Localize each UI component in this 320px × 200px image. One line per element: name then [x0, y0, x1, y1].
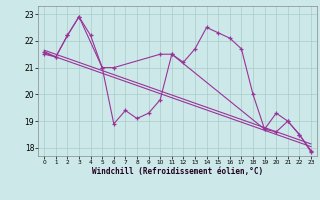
X-axis label: Windchill (Refroidissement éolien,°C): Windchill (Refroidissement éolien,°C) — [92, 167, 263, 176]
